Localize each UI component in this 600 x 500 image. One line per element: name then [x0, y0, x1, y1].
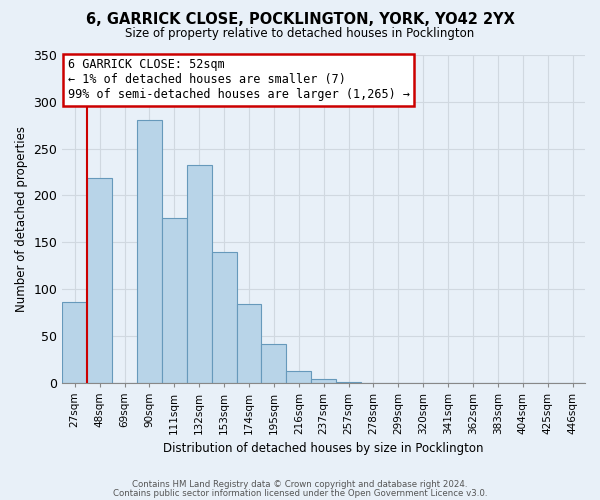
- Text: 6 GARRICK CLOSE: 52sqm
← 1% of detached houses are smaller (7)
99% of semi-detac: 6 GARRICK CLOSE: 52sqm ← 1% of detached …: [68, 58, 410, 102]
- Bar: [62, 302, 87, 382]
- Bar: [162, 218, 187, 382]
- Bar: [286, 372, 311, 382]
- Y-axis label: Number of detached properties: Number of detached properties: [15, 126, 28, 312]
- Bar: [262, 344, 286, 383]
- Text: 6, GARRICK CLOSE, POCKLINGTON, YORK, YO42 2YX: 6, GARRICK CLOSE, POCKLINGTON, YORK, YO4…: [86, 12, 514, 28]
- Bar: [187, 166, 212, 382]
- Bar: [236, 304, 262, 382]
- Text: Size of property relative to detached houses in Pocklington: Size of property relative to detached ho…: [125, 28, 475, 40]
- Bar: [212, 252, 236, 382]
- Text: Contains public sector information licensed under the Open Government Licence v3: Contains public sector information licen…: [113, 488, 487, 498]
- Bar: [137, 120, 162, 382]
- Bar: [311, 379, 336, 382]
- Bar: [87, 178, 112, 382]
- X-axis label: Distribution of detached houses by size in Pocklington: Distribution of detached houses by size …: [163, 442, 484, 455]
- Text: Contains HM Land Registry data © Crown copyright and database right 2024.: Contains HM Land Registry data © Crown c…: [132, 480, 468, 489]
